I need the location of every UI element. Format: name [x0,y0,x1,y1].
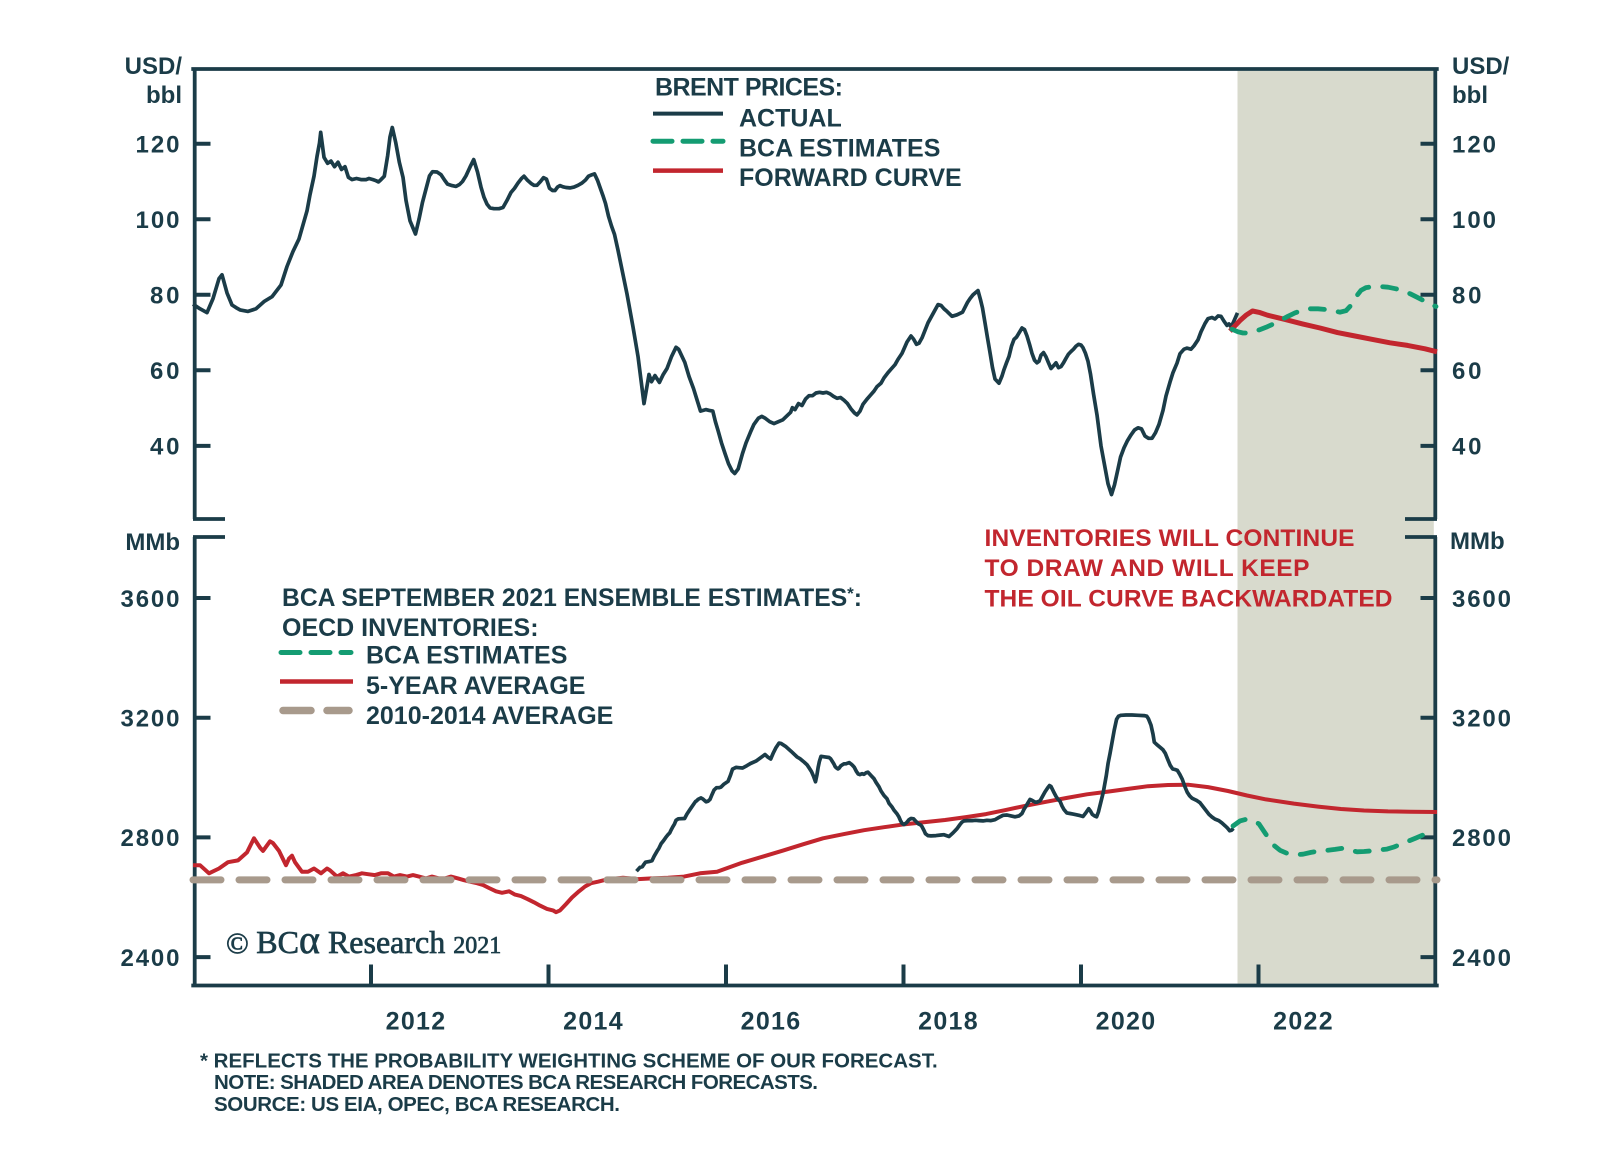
svg-text:MMb: MMb [125,529,180,556]
svg-text:BCA SEPTEMBER 2021 ENSEMBLE ES: BCA SEPTEMBER 2021 ENSEMBLE ESTIMATES*: [282,584,862,612]
svg-text:* REFLECTS THE PROBABILITY WEI: * REFLECTS THE PROBABILITY WEIGHTING SCH… [200,1050,938,1073]
svg-text:2016: 2016 [741,1007,801,1035]
svg-text:3600: 3600 [121,586,180,613]
svg-text:NOTE: SHADED AREA DENOTES BCA: NOTE: SHADED AREA DENOTES BCA RESEARCH F… [214,1071,818,1094]
svg-text:5-YEAR AVERAGE: 5-YEAR AVERAGE [366,672,585,700]
svg-text:2010-2014 AVERAGE: 2010-2014 AVERAGE [366,702,613,730]
svg-text:2014: 2014 [563,1007,623,1035]
svg-text:FORWARD CURVE: FORWARD CURVE [739,164,962,192]
svg-text:BRENT PRICES:: BRENT PRICES: [655,73,843,101]
svg-text:ACTUAL: ACTUAL [739,105,842,133]
svg-text:2020: 2020 [1096,1007,1156,1035]
svg-text:2800: 2800 [1452,825,1511,852]
svg-text:2800: 2800 [121,825,180,852]
svg-text:INVENTORIES WILL CONTINUE: INVENTORIES WILL CONTINUE [985,525,1355,552]
svg-text:100: 100 [1452,207,1496,234]
svg-text:120: 120 [136,131,180,158]
svg-text:3200: 3200 [121,706,180,733]
svg-text:3600: 3600 [1452,586,1511,613]
svg-text:BCA ESTIMATES: BCA ESTIMATES [739,134,940,162]
svg-text:100: 100 [136,207,180,234]
svg-text:BCA ESTIMATES: BCA ESTIMATES [366,642,567,670]
svg-text:OECD INVENTORIES:: OECD INVENTORIES: [282,614,539,642]
svg-text:© BCα Research 2021: © BCα Research 2021 [226,917,501,962]
svg-text:bbl: bbl [146,82,182,109]
svg-text:2012: 2012 [386,1007,446,1035]
svg-text:SOURCE: US EIA, OPEC, BCA RESE: SOURCE: US EIA, OPEC, BCA RESEARCH. [214,1093,620,1116]
svg-text:2018: 2018 [918,1007,978,1035]
svg-text:3200: 3200 [1452,706,1511,733]
svg-text:2022: 2022 [1273,1007,1333,1035]
svg-text:USD/: USD/ [1452,53,1510,80]
svg-text:2400: 2400 [1452,945,1511,972]
svg-text:120: 120 [1452,131,1496,158]
svg-text:THE OIL CURVE BACKWARDATED: THE OIL CURVE BACKWARDATED [985,586,1393,613]
svg-text:TO DRAW AND WILL KEEP: TO DRAW AND WILL KEEP [985,555,1310,582]
svg-text:USD/: USD/ [125,53,183,80]
svg-text:bbl: bbl [1452,82,1488,109]
svg-text:MMb: MMb [1450,528,1505,555]
svg-text:2400: 2400 [121,945,180,972]
